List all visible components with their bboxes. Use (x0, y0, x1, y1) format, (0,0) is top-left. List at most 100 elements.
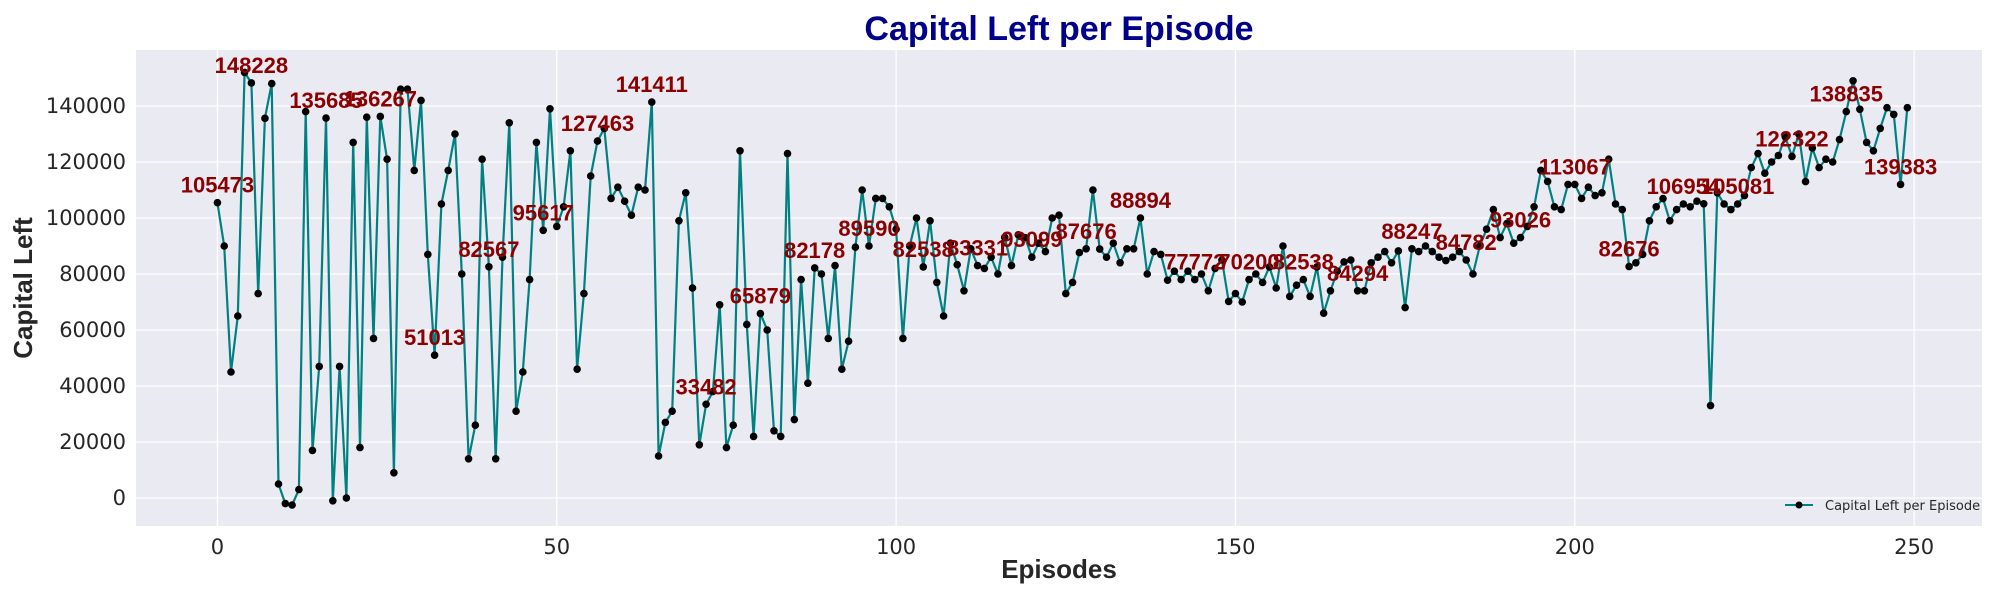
data-point (1252, 270, 1260, 278)
y-tick-labels: 0 20000 40000 60000 80000 100000 120000 140000 (46, 94, 126, 510)
data-point (1550, 203, 1559, 211)
data-label: 127463 (561, 111, 634, 136)
data-point (1856, 105, 1864, 114)
data-point (1475, 242, 1484, 250)
data-point (607, 194, 615, 203)
data-point (369, 334, 378, 343)
data-point (824, 334, 833, 343)
data-point (498, 253, 507, 261)
data-point (838, 365, 846, 374)
data-point (1903, 103, 1912, 112)
data-point (247, 79, 256, 87)
data-point (1367, 259, 1375, 267)
data-label: 77772 (1164, 250, 1225, 275)
y-tick-label: 80000 (59, 262, 126, 286)
data-point (1462, 256, 1471, 264)
data-point (471, 421, 480, 430)
data-point (1007, 261, 1016, 270)
data-point (1238, 298, 1247, 306)
data-point (1733, 200, 1742, 208)
data-label: 83331 (947, 236, 1008, 261)
x-tick-label: 200 (1555, 535, 1595, 559)
data-label: 84294 (1327, 261, 1389, 286)
data-point (349, 138, 357, 147)
data-point (1835, 135, 1844, 144)
data-label: 84782 (1436, 230, 1497, 255)
data-point (1801, 177, 1810, 186)
x-tick-labels: 0 50 100 150 200 250 (211, 535, 1934, 559)
data-point (1693, 197, 1701, 205)
data-point (342, 494, 351, 502)
data-label: 33482 (675, 374, 736, 399)
data-point (261, 114, 269, 123)
data-point (505, 119, 514, 127)
data-point (559, 203, 568, 211)
data-point (1109, 239, 1118, 247)
data-point (1496, 233, 1504, 242)
data-point (451, 130, 459, 138)
data-point (586, 172, 595, 180)
data-point (831, 261, 839, 270)
data-point (899, 334, 907, 343)
data-point (1401, 303, 1409, 312)
data-label: 122322 (1755, 126, 1828, 151)
data-point (1577, 194, 1586, 203)
data-point (234, 312, 242, 320)
data-point (1815, 163, 1823, 172)
data-point (1822, 155, 1830, 163)
y-tick-label: 100000 (46, 206, 126, 230)
data-point (1061, 289, 1070, 298)
data-point (1652, 203, 1661, 211)
data-point (1095, 245, 1104, 253)
data-point (1157, 250, 1165, 259)
data-point (464, 455, 473, 463)
data-point (457, 270, 466, 278)
data-point (1862, 138, 1871, 147)
data-label: 82178 (784, 238, 845, 263)
data-point (1333, 267, 1342, 276)
data-label: 105081 (1701, 174, 1774, 199)
data-point (1503, 219, 1511, 228)
data-label: 82538 (1273, 250, 1334, 275)
data-point (946, 239, 955, 247)
data-point (1082, 245, 1090, 253)
data-point (1849, 77, 1857, 85)
data-point (403, 85, 412, 93)
data-point (1394, 247, 1403, 255)
data-point (912, 214, 921, 222)
data-point (1380, 247, 1389, 256)
data-point (1713, 189, 1722, 197)
data-point (254, 289, 262, 298)
data-point (383, 155, 391, 163)
data-point (1761, 169, 1769, 177)
data-point (858, 186, 866, 194)
data-point (376, 112, 385, 121)
data-point (1584, 183, 1593, 191)
data-point (1557, 205, 1566, 214)
data-point (1469, 270, 1477, 278)
data-point (1482, 225, 1491, 233)
data-point (519, 368, 527, 376)
data-point (1767, 158, 1776, 166)
data-point (539, 226, 548, 235)
data-label: 88894 (1110, 188, 1172, 213)
data-point (1455, 247, 1464, 256)
data-point (804, 379, 812, 388)
data-point (1679, 200, 1688, 208)
data-point (485, 263, 493, 271)
data-point (776, 432, 785, 441)
y-tick-label: 40000 (59, 374, 126, 398)
data-point (1319, 309, 1328, 318)
data-point (1489, 205, 1498, 214)
data-point (675, 217, 683, 225)
data-point (654, 452, 663, 460)
data-point (1659, 194, 1667, 203)
data-point (1523, 222, 1532, 231)
data-point (1204, 287, 1213, 295)
data-point (953, 260, 961, 269)
data-point (1224, 297, 1233, 306)
data-point (871, 194, 880, 203)
series-line-group (216, 71, 1909, 507)
data-point (647, 98, 656, 106)
data-point (390, 469, 398, 477)
